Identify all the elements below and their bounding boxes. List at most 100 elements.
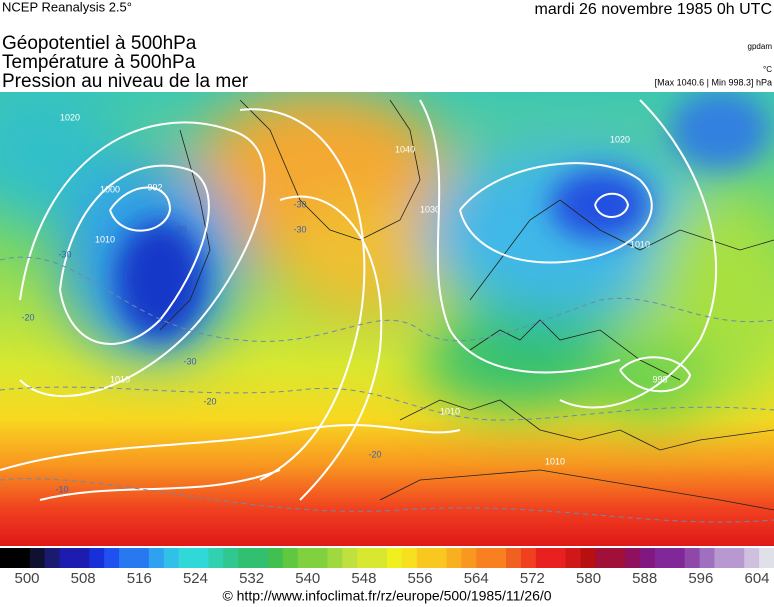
temperature-label: -20 — [21, 312, 34, 322]
colorbar-swatch — [640, 548, 656, 568]
colorbar-label: 548 — [351, 570, 376, 587]
colorbar-swatch — [654, 548, 671, 568]
colorbar-label: 564 — [464, 570, 489, 587]
colorbar-swatch — [74, 548, 90, 568]
colorbar-swatch — [297, 548, 314, 568]
colorbar-label: 524 — [183, 570, 208, 587]
colorbar-swatch — [0, 548, 16, 568]
colorbar-swatch — [535, 548, 552, 568]
isobar-label: 1010 — [630, 239, 650, 249]
temperature-label: -10 — [55, 484, 68, 494]
unit-gpdam: gpdam — [748, 42, 773, 51]
isobar-label: 1040 — [395, 144, 415, 154]
isobars — [0, 99, 718, 501]
colorbar-label: 508 — [71, 570, 96, 587]
colorbar-swatch — [133, 548, 150, 568]
colorbar-swatch — [431, 548, 448, 568]
colorbar-swatch — [684, 548, 701, 568]
colorbar-swatch — [44, 548, 61, 568]
colorbar-swatch — [759, 548, 774, 568]
colorbar-label: 556 — [408, 570, 433, 587]
isobar-label: 1020 — [60, 112, 80, 122]
colorbar-swatch — [357, 548, 373, 568]
colorbar-swatch — [163, 548, 180, 568]
isobar-label: 1000 — [100, 184, 120, 194]
colorbar-swatch — [506, 548, 522, 568]
colorbar: 500 508 516 524 532 540 548 556 564 572 580 588 596 6… — [0, 548, 774, 587]
colorbar-swatch — [29, 548, 46, 568]
colorbar-swatch — [89, 548, 105, 568]
colorbar-swatch — [565, 548, 581, 568]
footer: © http://www.infoclimat.fr/rz/europe/500… — [222, 588, 551, 604]
title-geopotential: Géopotentiel à 500hPa — [2, 33, 197, 54]
colorbar-swatch — [550, 548, 567, 568]
colorbar-swatch — [476, 548, 492, 568]
temperature-label: -30 — [58, 249, 71, 259]
isobar-label: 1030 — [420, 204, 440, 214]
isotherms — [0, 256, 774, 523]
isobar-label: 1010 — [545, 456, 565, 466]
colorbar-swatch — [744, 548, 760, 568]
isobar-label: 1020 — [610, 134, 630, 144]
colorbar-swatch — [372, 548, 388, 568]
colorbar-label: 604 — [744, 570, 769, 587]
source: NCEP Reanalysis 2.5° — [2, 0, 132, 14]
colorbar-label: 588 — [632, 570, 657, 587]
colorbar-swatch — [446, 548, 462, 568]
colorbar-label: 500 — [14, 570, 39, 587]
colorbar-swatch — [253, 548, 269, 568]
temperature-label: -30 — [293, 224, 306, 234]
colorbar-swatch — [104, 548, 120, 568]
temperature-label: -30 — [293, 199, 306, 209]
colorbar-swatch — [669, 548, 686, 568]
colorbar-swatch — [416, 548, 433, 568]
map-field: 1020 1000 992 1010 1030 1040 1010 1020 1010 1010 9… — [0, 92, 774, 546]
colorbar-swatch — [610, 548, 626, 568]
isobar-label: 1010 — [440, 406, 460, 416]
colorbar-label: 532 — [239, 570, 264, 587]
colorbar-swatch — [312, 548, 328, 568]
colorbar-swatch — [193, 548, 209, 568]
temperature-label: -30 — [173, 224, 186, 234]
isobar-label: 1010 — [110, 374, 130, 384]
unit-celsius: °C — [763, 65, 772, 74]
colorbar-swatch — [491, 548, 507, 568]
colorbar-label: 596 — [688, 570, 713, 587]
colorbar-swatch — [282, 548, 299, 568]
colorbar-swatch — [342, 548, 358, 568]
coastlines — [159, 99, 774, 511]
temperature-label: -20 — [203, 396, 216, 406]
colorbar-swatch — [461, 548, 477, 568]
colorbar-swatch — [119, 548, 135, 568]
isobar-label: 998 — [652, 374, 667, 384]
colorbar-label: 516 — [127, 570, 152, 587]
colorbar-swatch — [14, 548, 31, 568]
colorbar-swatch — [223, 548, 239, 568]
colorbar-swatch — [625, 548, 641, 568]
colorbar-swatch — [699, 548, 715, 568]
isobar-label: 992 — [147, 182, 162, 192]
colorbar-swatch — [238, 548, 254, 568]
isobar-label: 1010 — [95, 234, 115, 244]
colorbar-label: 540 — [295, 570, 320, 587]
colorbar-swatch — [520, 548, 537, 568]
colorbar-swatch — [580, 548, 596, 568]
colorbar-label: 580 — [576, 570, 601, 587]
colorbar-swatch — [208, 548, 224, 568]
title-temperature: Température à 500hPa — [2, 52, 196, 73]
colorbar-swatch — [148, 548, 165, 568]
colorbar-swatch — [267, 548, 284, 568]
colorbar-swatch — [387, 548, 403, 568]
colorbar-label: 572 — [520, 570, 545, 587]
colorbar-swatch — [59, 548, 75, 568]
colorbar-swatch — [714, 548, 730, 568]
colorbar-swatch — [595, 548, 611, 568]
pressure-range: [Max 1040.6 | Min 998.3] hPa — [655, 77, 772, 87]
colorbar-swatch — [327, 548, 343, 568]
title-pressure: Pression au niveau de la mer — [2, 71, 249, 92]
colorbar-swatch — [401, 548, 418, 568]
temperature-label: -20 — [368, 449, 381, 459]
date: mardi 26 novembre 1985 0h UTC — [535, 1, 772, 18]
